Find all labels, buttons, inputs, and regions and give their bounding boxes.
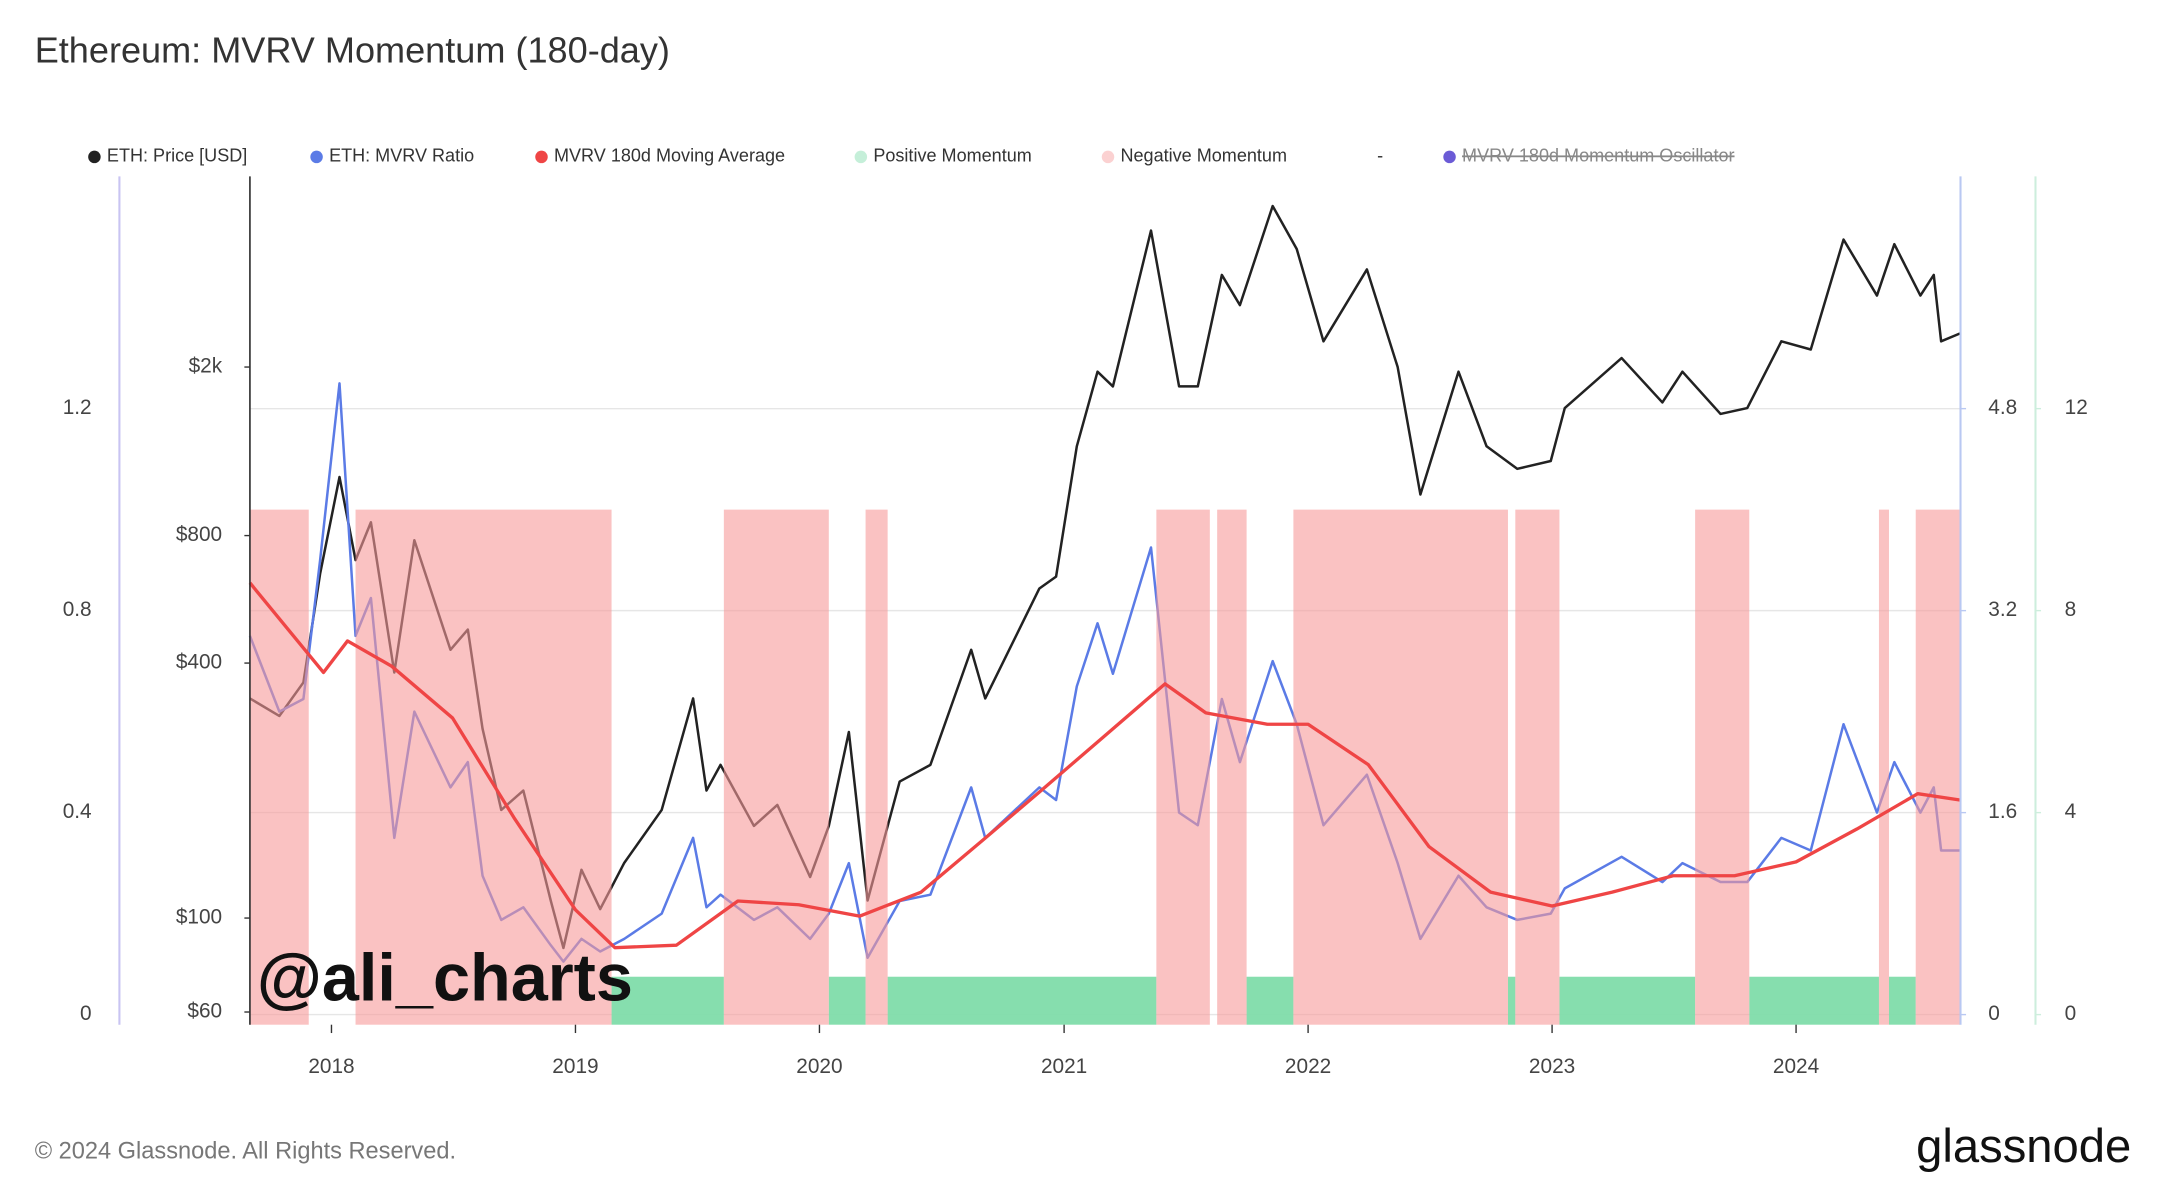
momentum-area <box>1246 976 1294 1025</box>
x-tick-label: 2020 <box>796 1055 842 1078</box>
momentum-area <box>865 509 888 1025</box>
x-tick-label: 2021 <box>1041 1055 1087 1078</box>
x-tick-label: 2024 <box>1773 1055 1819 1078</box>
top-lines <box>248 581 1961 950</box>
momentum-area <box>828 976 866 1025</box>
y-tick-label: 0 <box>80 1002 92 1025</box>
momentum-area <box>1507 976 1516 1025</box>
momentum-area <box>1559 976 1696 1025</box>
momentum-area <box>1156 509 1210 1025</box>
y-tick-label: 1.2 <box>63 396 92 419</box>
momentum-area <box>1888 976 1916 1025</box>
legend-label[interactable]: ETH: Price [USD] <box>107 146 247 166</box>
legend-swatch[interactable] <box>1443 150 1456 164</box>
axes: 0 0.4 0.8 1.2 $60 $100 $400 $800 $2k 0 1.6 3.2 4.8 0 4… <box>63 176 2088 1078</box>
legend-swatch[interactable] <box>1101 150 1115 164</box>
price-tick-label: $100 <box>176 906 222 929</box>
momentum-area <box>611 976 724 1025</box>
y2-tick-label: 3.2 <box>1988 598 2017 621</box>
chart-title: Ethereum: MVRV Momentum (180-day) <box>35 29 670 70</box>
y2-tick-label: 1.6 <box>1988 800 2017 823</box>
legend-swatch[interactable] <box>88 150 101 164</box>
y3-tick-label: 12 <box>2065 396 2088 419</box>
price-tick-label: $2k <box>189 355 223 378</box>
y3-tick-label: 4 <box>2065 800 2077 823</box>
momentum-area <box>1217 509 1247 1025</box>
watermark: @ali_charts <box>257 942 633 1016</box>
price-tick-label: $60 <box>187 1000 222 1023</box>
brand-logo: glassnode <box>1916 1120 2131 1173</box>
legend-swatch[interactable] <box>854 150 868 164</box>
legend: ETH: Price [USD] ETH: MVRV Ratio MVRV 180d… <box>88 146 1735 166</box>
legend-label[interactable]: Negative Momentum <box>1120 146 1287 166</box>
footer: © 2024 Glassnode. All Rights Reserved. <box>35 1139 456 1165</box>
legend-label[interactable]: MVRV 180d Momentum Oscillator <box>1462 146 1734 166</box>
momentum-area <box>1878 509 1889 1025</box>
y2-tick-label: 0 <box>1988 1002 2000 1025</box>
y2-tick-label: 4.8 <box>1988 396 2017 419</box>
momentum-area <box>723 509 829 1025</box>
legend-label[interactable]: ETH: MVRV Ratio <box>329 146 474 166</box>
x-tick-label: 2018 <box>308 1055 354 1078</box>
legend-swatch[interactable] <box>535 150 548 164</box>
y3-tick-label: 0 <box>2065 1002 2077 1025</box>
price-tick-label: $800 <box>176 523 222 546</box>
x-tick-label: 2019 <box>552 1055 598 1078</box>
legend-swatch[interactable] <box>310 150 323 164</box>
momentum-area <box>1293 509 1508 1025</box>
y3-tick-label: 8 <box>2065 598 2077 621</box>
x-tick-label: 2023 <box>1529 1055 1575 1078</box>
momentum-area <box>1749 976 1879 1025</box>
momentum-area <box>1695 509 1750 1025</box>
legend-label[interactable]: MVRV 180d Moving Average <box>554 146 785 166</box>
legend-label[interactable]: Positive Momentum <box>873 146 1031 166</box>
momentum-area <box>887 976 1157 1025</box>
price-tick-label: $400 <box>176 651 222 674</box>
y-tick-label: 0.4 <box>63 800 92 823</box>
x-tick-label: 2022 <box>1285 1055 1331 1078</box>
legend-separator: - <box>1377 146 1383 166</box>
momentum-area <box>1915 509 1960 1025</box>
y-tick-label: 0.8 <box>63 598 92 621</box>
series-line <box>248 581 1961 950</box>
momentum-area <box>1515 509 1560 1025</box>
